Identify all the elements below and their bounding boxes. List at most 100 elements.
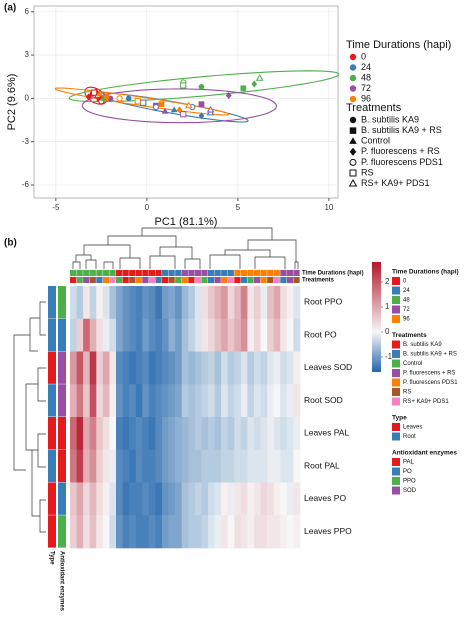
heatmap-cell — [234, 417, 242, 451]
point — [158, 101, 165, 108]
heatmap-cell — [254, 482, 261, 516]
annotation-label: Time Durations (hapi) — [302, 271, 364, 277]
heatmap-cell — [168, 417, 176, 451]
heatmap-cell — [116, 482, 123, 516]
heatmap-cell — [116, 286, 123, 320]
legend-marker — [349, 85, 357, 92]
heatmap-cell — [247, 351, 255, 385]
heatmap-cell — [122, 286, 130, 320]
heatmap-cell — [175, 318, 183, 352]
point — [255, 74, 264, 81]
heatmap-cell — [286, 384, 294, 418]
heatmap-cell — [70, 515, 77, 549]
heatmap-cell — [293, 515, 301, 549]
column-annotation — [194, 270, 202, 276]
column-annotation — [201, 277, 208, 283]
legend-marker — [349, 127, 357, 134]
confidence-ellipse — [68, 70, 340, 103]
annotation-label: Type — [48, 551, 54, 565]
heatmap-cell — [188, 318, 196, 352]
column-annotation — [293, 277, 300, 283]
legend-label: 96 — [403, 317, 410, 323]
heatmap-cell — [168, 482, 176, 516]
legend-title: Time Durations (hapi) — [392, 269, 459, 276]
column-annotation — [280, 270, 287, 276]
legend-title: Type — [392, 415, 407, 422]
column-annotation — [89, 270, 96, 276]
heatmap-cell — [247, 449, 255, 483]
heatmap-cell — [76, 318, 84, 352]
row-annotation — [58, 515, 66, 548]
heatmap-cell — [208, 449, 215, 483]
heatmap-cell — [162, 286, 169, 320]
heatmap-cell — [181, 286, 189, 320]
heatmap-cell — [122, 351, 130, 385]
heatmap-cell — [155, 417, 163, 451]
legend-swatch — [392, 286, 400, 295]
heatmap-cell — [201, 417, 209, 451]
heatmap-cell — [109, 482, 117, 516]
column-annotation — [175, 270, 182, 276]
color-bar-label: 1 — [385, 302, 390, 311]
heatmap-cell — [273, 318, 281, 352]
column-annotation — [221, 277, 228, 283]
heatmap-cell — [214, 515, 222, 549]
point — [170, 106, 178, 113]
row-dendrogram — [13, 301, 46, 533]
legend-label: RS — [361, 167, 374, 177]
column-annotation — [234, 277, 241, 283]
heatmap-cell — [129, 384, 137, 418]
heatmap-cell — [175, 482, 183, 516]
heatmap-cell — [162, 351, 169, 385]
legend-swatch — [392, 315, 400, 323]
column-annotation — [129, 277, 136, 283]
column-annotation — [116, 277, 123, 283]
heatmap-cell — [208, 286, 215, 320]
row-annotation — [48, 449, 56, 483]
heatmap-cell — [273, 482, 281, 516]
legend-title: Time Durations (hapi) — [346, 39, 451, 51]
legend-label: B. subtilis KA9 + RS — [361, 125, 442, 135]
legend-label: P. fluorescens + RS — [403, 371, 455, 377]
point — [161, 107, 169, 114]
heatmap-cell — [267, 351, 275, 385]
heatmap-cell — [234, 449, 242, 483]
column-annotation — [142, 270, 149, 276]
point — [198, 101, 205, 108]
heatmap-cell — [280, 449, 288, 483]
heatmap-cell — [96, 515, 104, 549]
heatmap-cell — [221, 417, 229, 451]
point — [90, 89, 98, 96]
heatmap-cell — [109, 515, 117, 549]
legend-marker — [349, 53, 357, 61]
column-annotation — [286, 270, 294, 276]
color-bar-label: 0 — [385, 327, 390, 336]
heatmap-cell — [181, 482, 189, 516]
legend-swatch — [392, 359, 400, 368]
column-annotation — [89, 277, 96, 283]
heatmap-cell — [221, 286, 229, 320]
legend-title: Treatments — [346, 102, 402, 114]
legend-label: B. subtilis KA9 + RS — [403, 352, 457, 358]
y-axis-label: PC2 (9.6%) — [6, 74, 18, 131]
legend-marker — [349, 116, 357, 124]
legend-marker — [349, 169, 357, 177]
column-annotation — [267, 270, 274, 276]
heatmap-cell — [109, 417, 117, 451]
heatmap-cell — [76, 482, 84, 516]
heatmap-cell — [293, 318, 301, 352]
point — [240, 85, 247, 92]
annotation-label: Antioxidant enzymes — [58, 551, 64, 612]
heatmap-cell — [175, 351, 183, 385]
point — [198, 83, 205, 90]
heatmap-cell — [148, 384, 156, 418]
color-bar — [372, 262, 381, 372]
legend-marker — [349, 147, 357, 156]
heatmap-cell — [188, 515, 196, 549]
heatmap-cell — [89, 351, 97, 385]
column-annotation — [273, 277, 280, 283]
column-annotation — [96, 277, 103, 283]
y-tick-label: 0 — [25, 94, 30, 103]
heatmap-cell — [89, 449, 97, 483]
heatmap-cell — [102, 384, 110, 418]
